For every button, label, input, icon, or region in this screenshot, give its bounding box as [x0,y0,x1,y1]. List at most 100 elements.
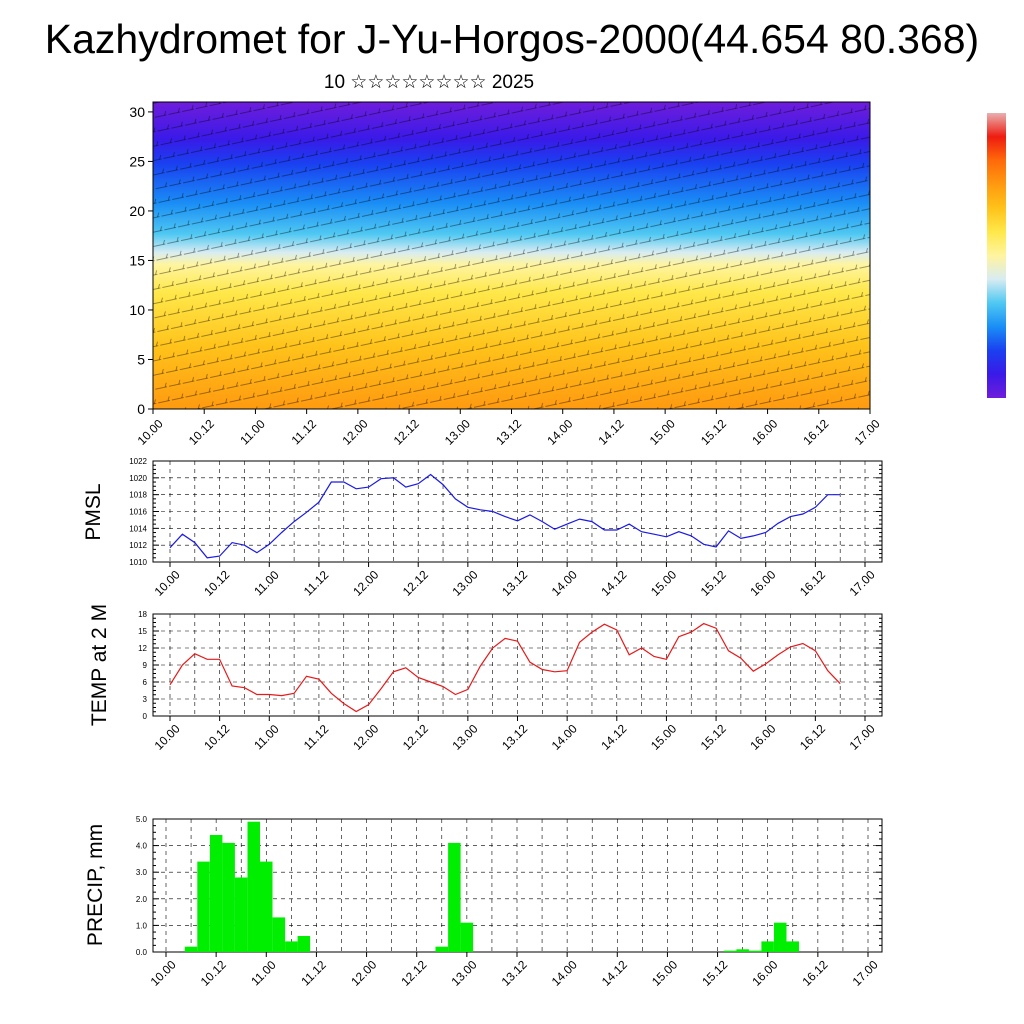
x-tick-label: 15.00 [648,567,679,598]
x-tick-label: 17.00 [847,567,878,598]
x-tick-label: 15.00 [648,721,679,752]
y-tick-label: 12 [138,644,147,653]
precip-bar [786,941,799,952]
y-tick-label: 0 [137,401,145,417]
pmsl-series-line [169,473,841,559]
precip-bar [736,949,749,952]
x-tick-label: 10.12 [201,567,232,598]
x-tick-label: 11.12 [298,958,329,989]
y-tick-label: 30 [129,104,145,120]
x-tick-label: 15.00 [647,416,678,447]
y-tick-label: 1018 [129,491,147,500]
x-tick-label: 13.12 [499,567,530,598]
precip-bar [260,861,273,952]
x-tick-label: 13.00 [449,721,480,752]
precip-bar [234,877,248,952]
colorbar [987,113,1006,398]
precip-panel: 0.0 1.0 2.0 3.0 4.0 5.0 10.00 10.12 11.00 11.12 1… [84,815,883,989]
y-tick-label: 4.0 [136,842,148,851]
precip-bar [222,842,235,952]
y-tick-label: 1020 [129,474,147,483]
x-tick-label: 14.00 [544,416,575,447]
x-tick-label: 10.00 [152,567,183,598]
x-tick-label: 13.00 [448,957,479,988]
precip-bar [748,950,762,952]
x-tick-label: 11.00 [251,722,282,753]
x-tick-label: 12.12 [391,416,422,447]
precip-bar [272,917,286,952]
wind-vector-field [153,102,870,409]
y-tick-label: 1.0 [136,921,148,930]
y-tick-label: 25 [129,153,145,169]
y-tick-label: 5 [137,351,145,367]
x-tick-label: 12.12 [400,721,431,752]
x-tick-label: 17.00 [847,721,878,752]
x-tick-label: 14.12 [598,567,629,598]
x-tick-label: 14.12 [599,957,630,988]
precip-bar [209,835,223,952]
y-tick-label: 3.0 [136,868,148,877]
x-tick-label: 16.12 [799,957,830,988]
y-tick-label: 3 [143,695,148,704]
precip-bar [285,941,298,952]
y-tick-label: 9 [143,661,148,670]
precip-bar [197,861,210,952]
x-tick-label: 10.12 [201,721,232,752]
y-tick-label: 1012 [129,541,147,550]
x-tick-label: 16.12 [797,721,828,752]
precip-bar [184,946,198,952]
x-tick-label: 10.00 [152,721,183,752]
pmsl-axis-label: PMSL [82,483,105,540]
x-tick-label: 16.00 [747,721,778,752]
x-tick-label: 12.00 [350,721,381,752]
y-tick-label: 1022 [129,457,147,466]
x-tick-label: 15.12 [698,721,729,752]
y-tick-label: 10 [129,302,145,318]
y-tick-label: 0 [143,712,148,721]
x-tick-label: 14.00 [549,957,580,988]
x-tick-label: 12.00 [348,957,379,988]
precip-bar [774,922,787,952]
y-tick-label: 2.0 [136,895,148,904]
x-tick-label: 15.12 [698,567,729,598]
precip-bar [761,941,774,952]
precip-bar [448,842,461,952]
x-tick-label: 16.12 [800,416,831,447]
x-tick-label: 13.12 [493,416,524,447]
x-tick-label: 15.12 [698,416,729,447]
x-tick-label: 14.12 [598,721,629,752]
x-tick-label: 16.00 [747,567,778,598]
x-tick-label: 15.12 [699,957,730,988]
x-tick-label: 16.00 [749,957,780,988]
precip-bar [297,936,311,952]
x-tick-label: 10.12 [198,957,229,988]
precip-bar [460,922,474,952]
x-tick-label: 13.12 [499,721,530,752]
y-tick-label: 15 [138,627,147,636]
chart-subtitle: 10 ☆☆☆☆☆☆☆☆ 2025 [323,72,535,93]
y-tick-label: 6 [143,678,148,687]
y-tick-label: 1010 [129,558,147,567]
precip-bar [435,946,448,952]
y-tick-label: 1016 [129,508,147,517]
x-tick-label: 16.00 [749,416,780,447]
x-tick-label: 12.12 [400,567,431,598]
precip-axis-label: PRECIP, mm [84,824,107,946]
pmsl-panel: 1010 1012 1014 1016 1018 1020 1022 10.00 10.12 1… [82,457,883,599]
colorbar-gradient [987,113,1006,398]
x-tick-label: 14.00 [549,567,580,598]
x-tick-label: 17.00 [852,416,883,447]
x-tick-label: 11.12 [301,568,332,599]
precip-bar [247,821,260,952]
x-tick-label: 12.00 [339,416,370,447]
temp-series-line [169,622,841,713]
y-tick-label: 0.0 [136,948,148,957]
chart-title: Kazhydromet for J-Yu-Horgos-2000(44.654 … [44,16,980,62]
x-tick-label: 12.12 [398,957,429,988]
x-tick-label: 11.00 [251,568,282,599]
temp-axis-label: TEMP at 2 M [88,604,111,726]
precip-bar [723,950,737,952]
x-tick-label: 10.12 [186,416,217,447]
y-tick-label: 5.0 [136,815,148,824]
